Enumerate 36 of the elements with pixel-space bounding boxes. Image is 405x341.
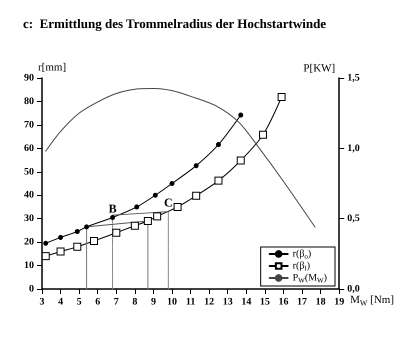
x-tick-label: 19 bbox=[334, 296, 344, 308]
x-tick-label: 11 bbox=[186, 296, 196, 308]
y-tick-label: 0 bbox=[29, 284, 34, 294]
x-tick-label: 7 bbox=[114, 296, 119, 308]
x-tick-label: 5 bbox=[76, 296, 82, 308]
y2-tick-label: 0,5 bbox=[347, 213, 360, 224]
chart-title: c: Ermittlung des Trommelradius der Hochstartwinde bbox=[23, 16, 326, 31]
annotation: C bbox=[164, 196, 173, 210]
y-tick-label: 90 bbox=[24, 72, 34, 84]
y-axis-title: r[mm] bbox=[38, 62, 66, 74]
x-tick-label: 15 bbox=[260, 296, 270, 308]
y-tick-label: 20 bbox=[24, 236, 34, 248]
y2-tick-label: 1,0 bbox=[347, 142, 360, 154]
x-tick-label: 17 bbox=[297, 296, 308, 308]
y-tick-label: 50 bbox=[24, 166, 34, 178]
y-tick-label: 80 bbox=[24, 96, 34, 107]
x-tick-label: 8 bbox=[132, 296, 138, 308]
y-tick-label: 10 bbox=[24, 260, 34, 272]
y2-tick-label: 1,5 bbox=[347, 72, 360, 84]
y-tick-label: 40 bbox=[24, 190, 34, 201]
x-tick-label: 12 bbox=[204, 296, 214, 308]
annotation: B bbox=[108, 201, 117, 216]
x-tick-label: 16 bbox=[278, 296, 288, 308]
x-tick-label: 9 bbox=[150, 296, 156, 308]
y-tick-label: 30 bbox=[24, 213, 34, 224]
x-tick-label: 4 bbox=[58, 296, 64, 308]
x-tick-label: 6 bbox=[95, 296, 100, 308]
x-tick-label: 14 bbox=[241, 296, 252, 308]
y-tick-label: 60 bbox=[24, 142, 34, 154]
y-tick-label: 70 bbox=[24, 119, 34, 130]
y2-tick-label: 0,0 bbox=[347, 284, 360, 294]
x-tick-label: 13 bbox=[222, 296, 233, 308]
y2-axis-title: P[KW] bbox=[303, 62, 336, 74]
x-tick-label: 18 bbox=[316, 296, 326, 308]
x-tick-label: 10 bbox=[167, 296, 178, 308]
x-tick-label: 3 bbox=[40, 296, 44, 308]
